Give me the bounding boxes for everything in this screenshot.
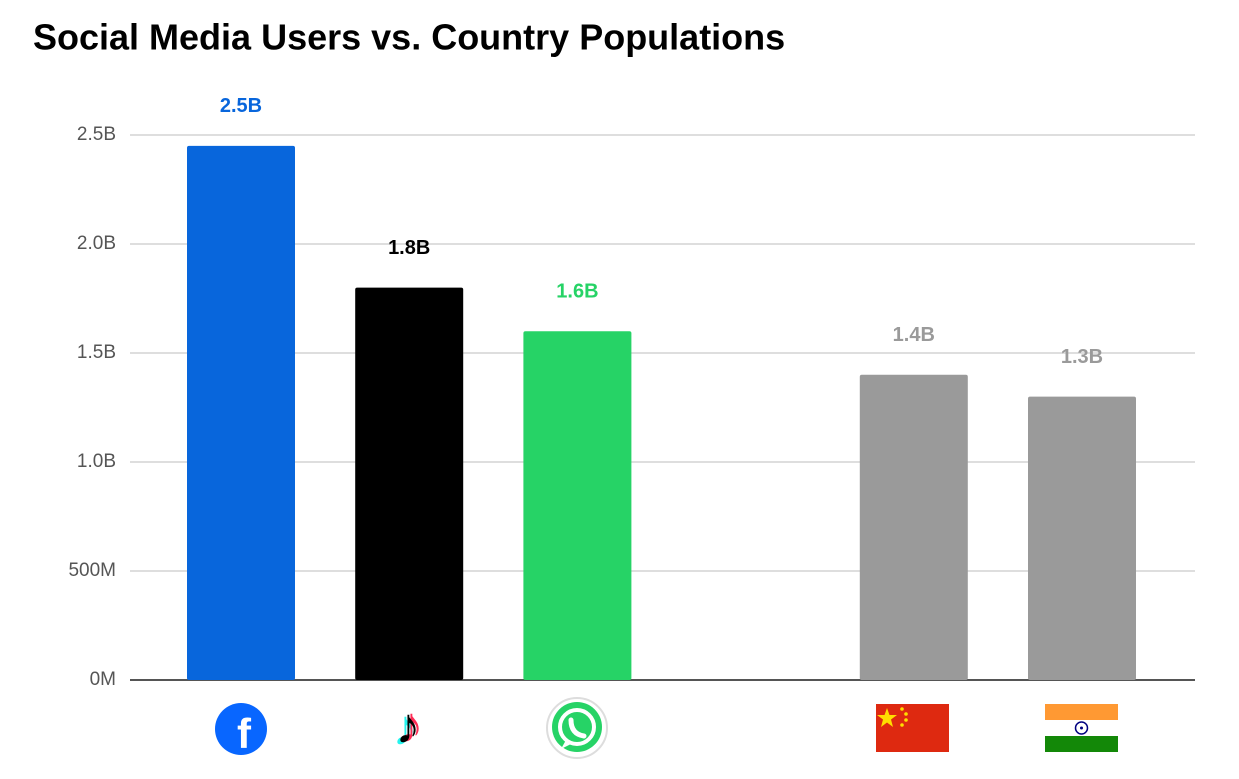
value-label: 1.8B: [388, 237, 430, 259]
tiktok-icon: ♪ ♪ ♪: [393, 697, 424, 756]
bar: [355, 287, 464, 680]
y-tick-label: 500M: [68, 560, 116, 581]
china-flag: [876, 704, 949, 752]
y-tick-label: 1.0B: [77, 451, 116, 472]
bar: [187, 145, 295, 680]
chart-title: Social Media Users vs. Country Populatio…: [33, 17, 785, 58]
bar: [523, 331, 632, 680]
y-tick-label: 1.5B: [77, 342, 116, 363]
value-label: 1.6B: [556, 280, 598, 302]
india-flag: [1045, 704, 1118, 752]
value-label: 1.4B: [893, 324, 935, 346]
svg-text:f: f: [237, 710, 252, 757]
value-label: 1.3B: [1061, 346, 1103, 368]
y-tick-label: 0M: [90, 669, 116, 690]
bar: [1028, 396, 1136, 680]
y-tick-label: 2.5B: [77, 124, 116, 145]
svg-text:♪: ♪: [393, 700, 418, 756]
svg-text:♪: ♪: [399, 697, 424, 753]
y-tick-label: 2.0B: [77, 233, 116, 254]
whatsapp-icon: [546, 697, 608, 759]
x-icons: f ♪ ♪ ♪: [215, 697, 1118, 759]
facebook-icon: f: [215, 703, 267, 757]
bar: [859, 374, 968, 680]
value-label: 2.5B: [220, 95, 262, 117]
svg-text:♪: ♪: [396, 698, 421, 754]
